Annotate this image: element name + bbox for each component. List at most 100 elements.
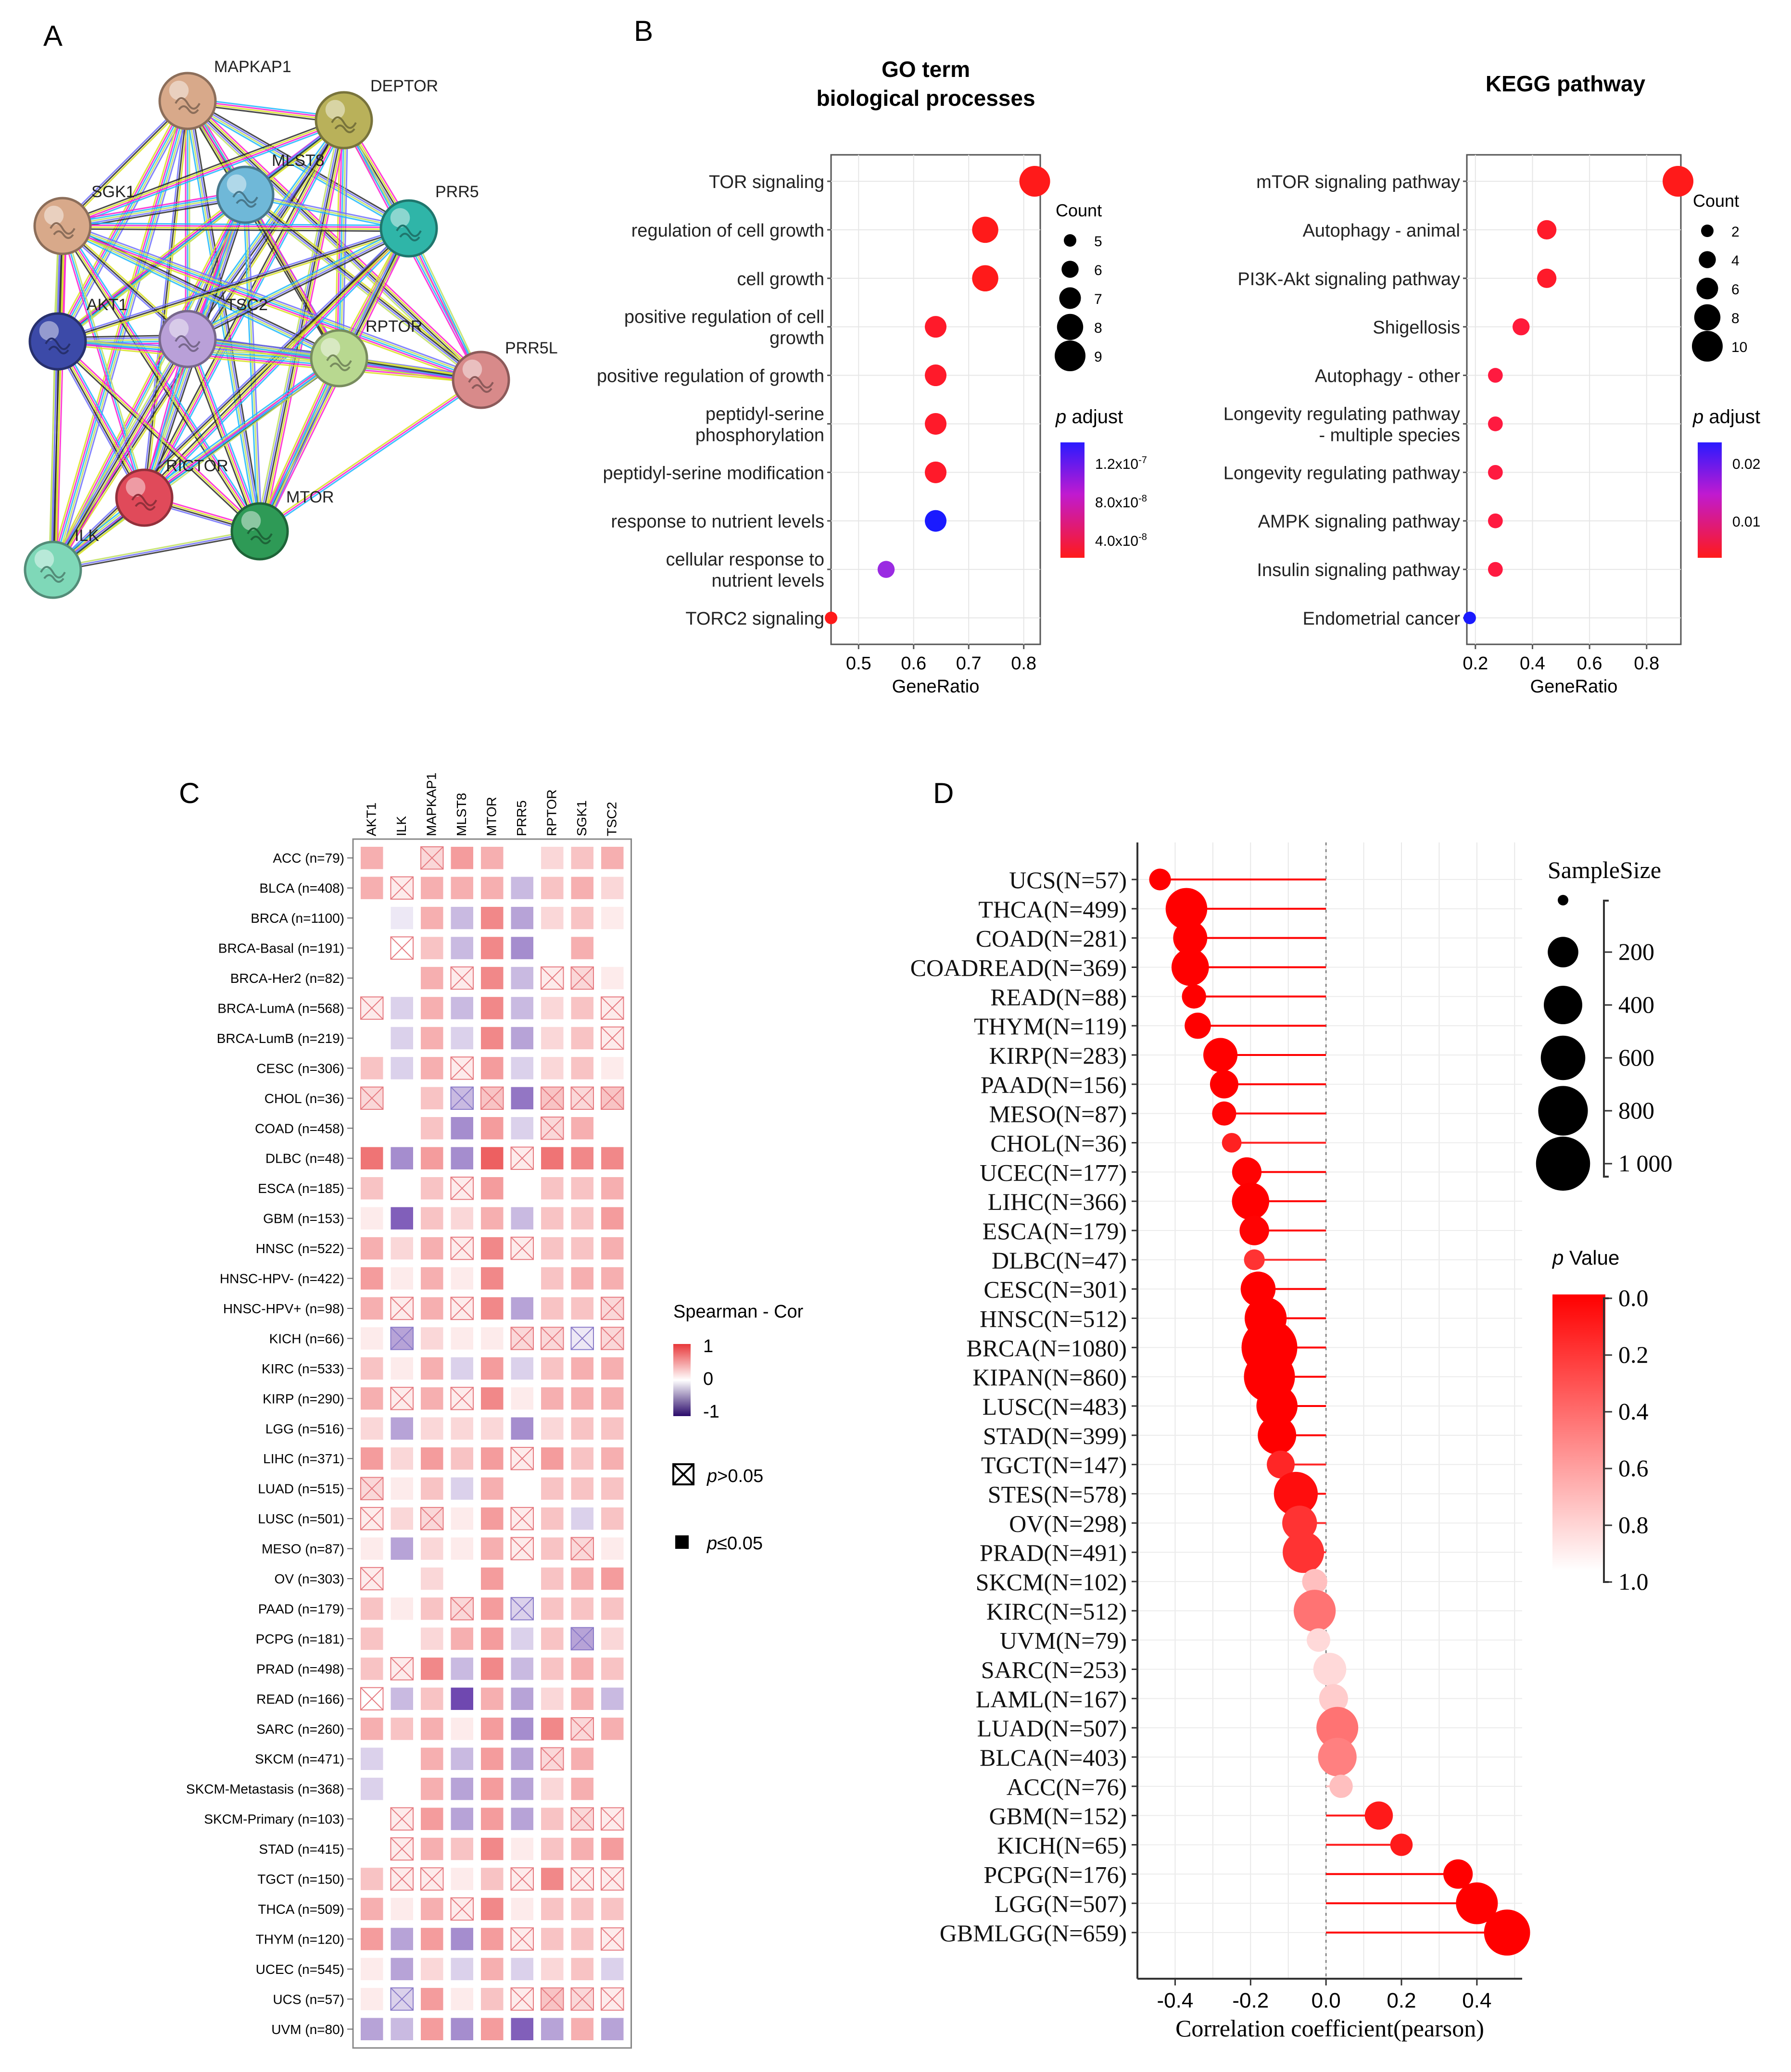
nonsig-box xyxy=(480,1086,504,1110)
lollipop-dot xyxy=(1316,1707,1359,1749)
heatmap-cell xyxy=(571,1658,593,1680)
row-label: HNSC-HPV+ (n=98) xyxy=(223,1301,344,1316)
nonsig-cross xyxy=(570,1537,594,1560)
heatmap-cell xyxy=(421,906,443,929)
heatmap-cell xyxy=(361,1417,383,1440)
size-legend-dot xyxy=(1548,937,1578,967)
nonsig-cross xyxy=(450,1897,474,1921)
y-tick-label: GBM(N=152) xyxy=(989,1803,1127,1830)
row-label: OV (n=303) xyxy=(274,1571,344,1586)
network-edge xyxy=(60,339,149,496)
row-label: TGCT (n=150) xyxy=(257,1872,344,1887)
heatmap-cell xyxy=(601,1837,624,1860)
y-tick-label: CESC(N=301) xyxy=(984,1276,1127,1303)
heatmap-cell xyxy=(571,1237,593,1260)
y-tick-label: peptidyl-serine phosphorylation xyxy=(695,404,824,445)
heatmap-legend-title: Spearman - Cor xyxy=(673,1302,804,1322)
heatmap-cell xyxy=(571,1147,593,1169)
network-node-highlight xyxy=(390,208,410,228)
network-edge xyxy=(63,101,189,228)
network-edge xyxy=(338,120,345,359)
heatmap-cell xyxy=(511,1297,533,1320)
network-node-highlight xyxy=(320,338,341,358)
network-edge xyxy=(55,340,192,572)
heatmap-cell xyxy=(601,847,624,869)
nonsig-cross xyxy=(510,1447,534,1470)
network-edge xyxy=(50,338,187,569)
protein-structure-icon xyxy=(331,116,357,133)
heatmap-cell xyxy=(541,1597,564,1620)
nonsig-cross xyxy=(570,1327,594,1350)
heatmap-cell xyxy=(571,1687,593,1710)
lollipop-dot xyxy=(1293,1590,1336,1632)
size-legend-dot xyxy=(1538,1086,1588,1136)
y-tick-label: LAML(N=167) xyxy=(976,1685,1127,1712)
network-edge xyxy=(59,101,190,343)
network-edge xyxy=(187,101,409,230)
nonsig-cross xyxy=(541,1747,564,1771)
row-label: ACC (n=79) xyxy=(273,851,344,866)
heatmap-cell xyxy=(601,1597,624,1620)
nonsig-cross xyxy=(390,936,414,960)
heatmap-cell xyxy=(481,1327,504,1350)
heatmap-cell xyxy=(451,1027,473,1050)
nonsig-cross xyxy=(450,1086,474,1110)
nonsig-box xyxy=(510,1236,534,1260)
heatmap-cell xyxy=(361,1327,383,1350)
heatmap-cell xyxy=(391,1537,413,1560)
color-legend-title: p adjust xyxy=(1692,406,1760,427)
heatmap-cell xyxy=(511,1837,533,1860)
y-tick-label: SKCM(N=102) xyxy=(976,1569,1127,1595)
heatmap-cell xyxy=(511,1417,533,1440)
heatmap-cell xyxy=(391,1687,413,1710)
size-legend-label: 4 xyxy=(1731,253,1740,269)
nonsig-box xyxy=(570,1987,594,2011)
color-legend-title: p adjust xyxy=(1055,406,1123,427)
heatmap-cell xyxy=(361,1387,383,1410)
size-legend-dot xyxy=(1057,314,1084,340)
lollipop-dot xyxy=(1222,1133,1242,1153)
nonsig-box xyxy=(450,1236,474,1260)
heatmap-cell xyxy=(511,1177,533,1200)
data-point xyxy=(1488,368,1503,383)
size-legend-dot xyxy=(1061,261,1079,278)
nonsig-box xyxy=(510,1597,534,1620)
nonsig-box xyxy=(541,1086,564,1110)
size-legend-dot xyxy=(1540,1035,1586,1080)
heatmap-cell xyxy=(571,1447,593,1470)
heatmap-cell xyxy=(511,1687,533,1710)
heatmap-cell xyxy=(511,1747,533,1770)
network-node-highlight xyxy=(462,359,482,379)
heatmap-cell xyxy=(361,1267,383,1290)
nonsig-box xyxy=(390,1867,414,1891)
network-edge xyxy=(243,195,338,360)
heatmap-cell xyxy=(451,997,473,1019)
protein-structure-icon xyxy=(232,191,258,208)
row-label: THYM (n=120) xyxy=(256,1932,344,1946)
lollipop-dot xyxy=(1165,888,1208,930)
heatmap-cell xyxy=(421,1147,443,1169)
network-node-label: RPTOR xyxy=(366,317,422,336)
panel-d-lollipop: UCS(N=57) THCA(N=499)COAD(N=281)COADREAD(… xyxy=(910,842,1673,2042)
nonsig-cross xyxy=(570,1717,594,1741)
y-tick-label: BRCA(N=1080) xyxy=(966,1334,1127,1361)
protein-structure-icon xyxy=(131,494,157,511)
row-label: ESCA (n=185) xyxy=(258,1181,344,1196)
heatmap-cell xyxy=(541,937,564,959)
nonsig-cross xyxy=(450,1597,474,1620)
nonsig-cross xyxy=(420,846,444,870)
heatmap-cell xyxy=(421,1447,443,1470)
nonsig-box xyxy=(360,1567,384,1591)
network-edge xyxy=(55,341,62,570)
y-tick-label: DLBC(N=47) xyxy=(992,1247,1127,1274)
heatmap-cell xyxy=(451,1928,473,1950)
nonsig-cross xyxy=(601,996,624,1020)
nonsig-cross xyxy=(510,1537,534,1560)
nonsig-box xyxy=(390,1987,414,2011)
network-edge xyxy=(142,355,338,496)
heatmap-cell xyxy=(391,997,413,1019)
heatmap-cell xyxy=(451,847,473,869)
nonsig-box xyxy=(570,1086,594,1110)
heatmap-cell xyxy=(571,1958,593,1981)
y-tick-label: KIRP(N=283) xyxy=(989,1042,1127,1069)
